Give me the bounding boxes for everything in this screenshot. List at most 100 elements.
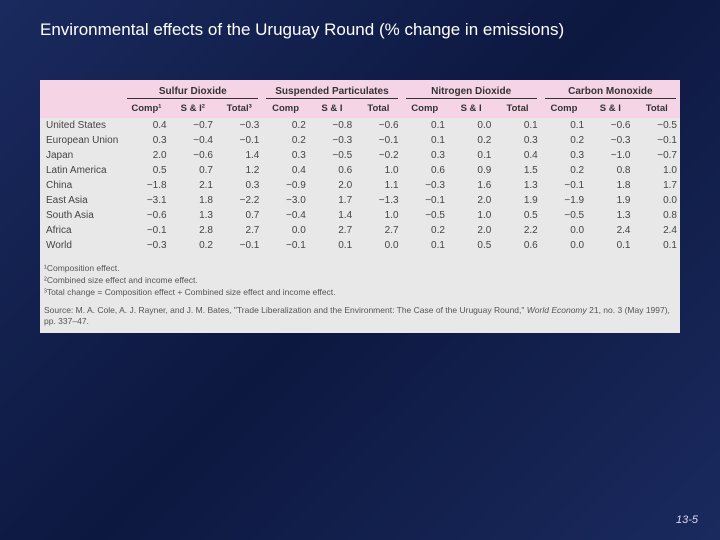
cell-value: 0.0 — [541, 238, 587, 257]
group-carbon: Carbon Monoxide — [541, 80, 680, 99]
page-number: 13-5 — [676, 514, 698, 526]
cell-value: 0.1 — [402, 133, 448, 148]
table-row: South Asia−0.61.30.7−0.41.41.0−0.51.00.5… — [40, 208, 680, 223]
table-sub-header: Comp¹ S & I² Total³ Comp S & I Total Com… — [40, 99, 680, 118]
cell-value: −1.8 — [123, 178, 169, 193]
cell-value: 0.1 — [402, 238, 448, 257]
cell-value: 0.0 — [541, 223, 587, 238]
cell-value: 0.3 — [123, 133, 169, 148]
group-particulates: Suspended Particulates — [262, 80, 401, 99]
source-citation: Source: M. A. Cole, A. J. Rayner, and J.… — [40, 301, 680, 333]
cell-value: 0.2 — [448, 133, 494, 148]
cell-value: 2.7 — [355, 223, 401, 238]
cell-value: 0.3 — [262, 148, 308, 163]
cell-value: −3.0 — [262, 193, 308, 208]
cell-value: −0.6 — [123, 208, 169, 223]
cell-value: 2.4 — [587, 223, 633, 238]
cell-value: −0.1 — [216, 238, 262, 257]
cell-value: 0.3 — [541, 148, 587, 163]
cell-value: 0.0 — [355, 238, 401, 257]
cell-value: −0.3 — [123, 238, 169, 257]
cell-value: 1.7 — [634, 178, 681, 193]
cell-value: 2.0 — [123, 148, 169, 163]
cell-value: −0.6 — [355, 118, 401, 133]
cell-value: −0.3 — [587, 133, 633, 148]
cell-value: 0.8 — [634, 208, 681, 223]
table-row: European Union0.3−0.4−0.10.2−0.3−0.10.10… — [40, 133, 680, 148]
row-label: World — [40, 238, 123, 257]
cell-value: −0.1 — [216, 133, 262, 148]
cell-value: 0.1 — [634, 238, 681, 257]
cell-value: −0.6 — [587, 118, 633, 133]
cell-value: −0.3 — [402, 178, 448, 193]
group-sulfur: Sulfur Dioxide — [123, 80, 262, 99]
cell-value: 2.4 — [634, 223, 681, 238]
footnotes: ¹Composition effect. ²Combined size effe… — [40, 257, 680, 301]
row-label: Latin America — [40, 163, 123, 178]
cell-value: 0.7 — [216, 208, 262, 223]
col-comp: Comp¹ — [123, 99, 169, 118]
cell-value: 0.3 — [494, 133, 540, 148]
cell-value: 0.2 — [262, 133, 308, 148]
cell-value: −0.3 — [309, 133, 355, 148]
table-row: Africa−0.12.82.70.02.72.70.22.02.20.02.4… — [40, 223, 680, 238]
cell-value: −0.1 — [355, 133, 401, 148]
cell-value: 1.4 — [309, 208, 355, 223]
cell-value: −0.5 — [402, 208, 448, 223]
cell-value: 0.4 — [494, 148, 540, 163]
cell-value: −0.7 — [634, 148, 681, 163]
cell-value: 1.9 — [494, 193, 540, 208]
cell-value: −0.3 — [216, 118, 262, 133]
col-si: S & I² — [170, 99, 216, 118]
col-comp: Comp — [402, 99, 448, 118]
cell-value: 0.6 — [494, 238, 540, 257]
cell-value: 0.1 — [541, 118, 587, 133]
cell-value: 0.0 — [634, 193, 681, 208]
cell-value: 0.0 — [262, 223, 308, 238]
cell-value: 0.3 — [402, 148, 448, 163]
cell-value: −0.1 — [262, 238, 308, 257]
col-comp: Comp — [541, 99, 587, 118]
cell-value: −0.1 — [402, 193, 448, 208]
cell-value: −1.3 — [355, 193, 401, 208]
cell-value: 0.2 — [262, 118, 308, 133]
table-row: Latin America0.50.71.20.40.61.00.60.91.5… — [40, 163, 680, 178]
cell-value: 0.1 — [587, 238, 633, 257]
row-label: Africa — [40, 223, 123, 238]
cell-value: −0.6 — [170, 148, 216, 163]
cell-value: 1.0 — [634, 163, 681, 178]
cell-value: 0.8 — [587, 163, 633, 178]
cell-value: 1.4 — [216, 148, 262, 163]
cell-value: −0.4 — [170, 133, 216, 148]
cell-value: 0.5 — [494, 208, 540, 223]
cell-value: −0.8 — [309, 118, 355, 133]
footnote-3: ³Total change = Composition effect + Com… — [44, 287, 676, 299]
cell-value: −0.9 — [262, 178, 308, 193]
cell-value: −3.1 — [123, 193, 169, 208]
cell-value: 2.0 — [309, 178, 355, 193]
cell-value: 1.3 — [494, 178, 540, 193]
cell-value: 1.3 — [587, 208, 633, 223]
cell-value: 1.9 — [587, 193, 633, 208]
table-row: East Asia−3.11.8−2.2−3.01.7−1.3−0.12.01.… — [40, 193, 680, 208]
cell-value: 0.2 — [541, 133, 587, 148]
cell-value: 1.7 — [309, 193, 355, 208]
cell-value: 0.4 — [123, 118, 169, 133]
table-row: World−0.30.2−0.1−0.10.10.00.10.50.60.00.… — [40, 238, 680, 257]
cell-value: −2.2 — [216, 193, 262, 208]
col-si: S & I — [448, 99, 494, 118]
cell-value: 2.7 — [216, 223, 262, 238]
page-title: Environmental effects of the Uruguay Rou… — [0, 0, 720, 40]
footnote-2: ²Combined size effect and income effect. — [44, 275, 676, 287]
cell-value: −0.1 — [541, 178, 587, 193]
cell-value: 0.5 — [448, 238, 494, 257]
cell-value: 1.8 — [587, 178, 633, 193]
cell-value: 0.0 — [448, 118, 494, 133]
cell-value: 0.6 — [309, 163, 355, 178]
col-total: Total³ — [216, 99, 262, 118]
row-label: China — [40, 178, 123, 193]
table-container: Sulfur Dioxide Suspended Particulates Ni… — [40, 80, 680, 333]
cell-value: 1.0 — [355, 208, 401, 223]
cell-value: 0.6 — [402, 163, 448, 178]
cell-value: −1.9 — [541, 193, 587, 208]
